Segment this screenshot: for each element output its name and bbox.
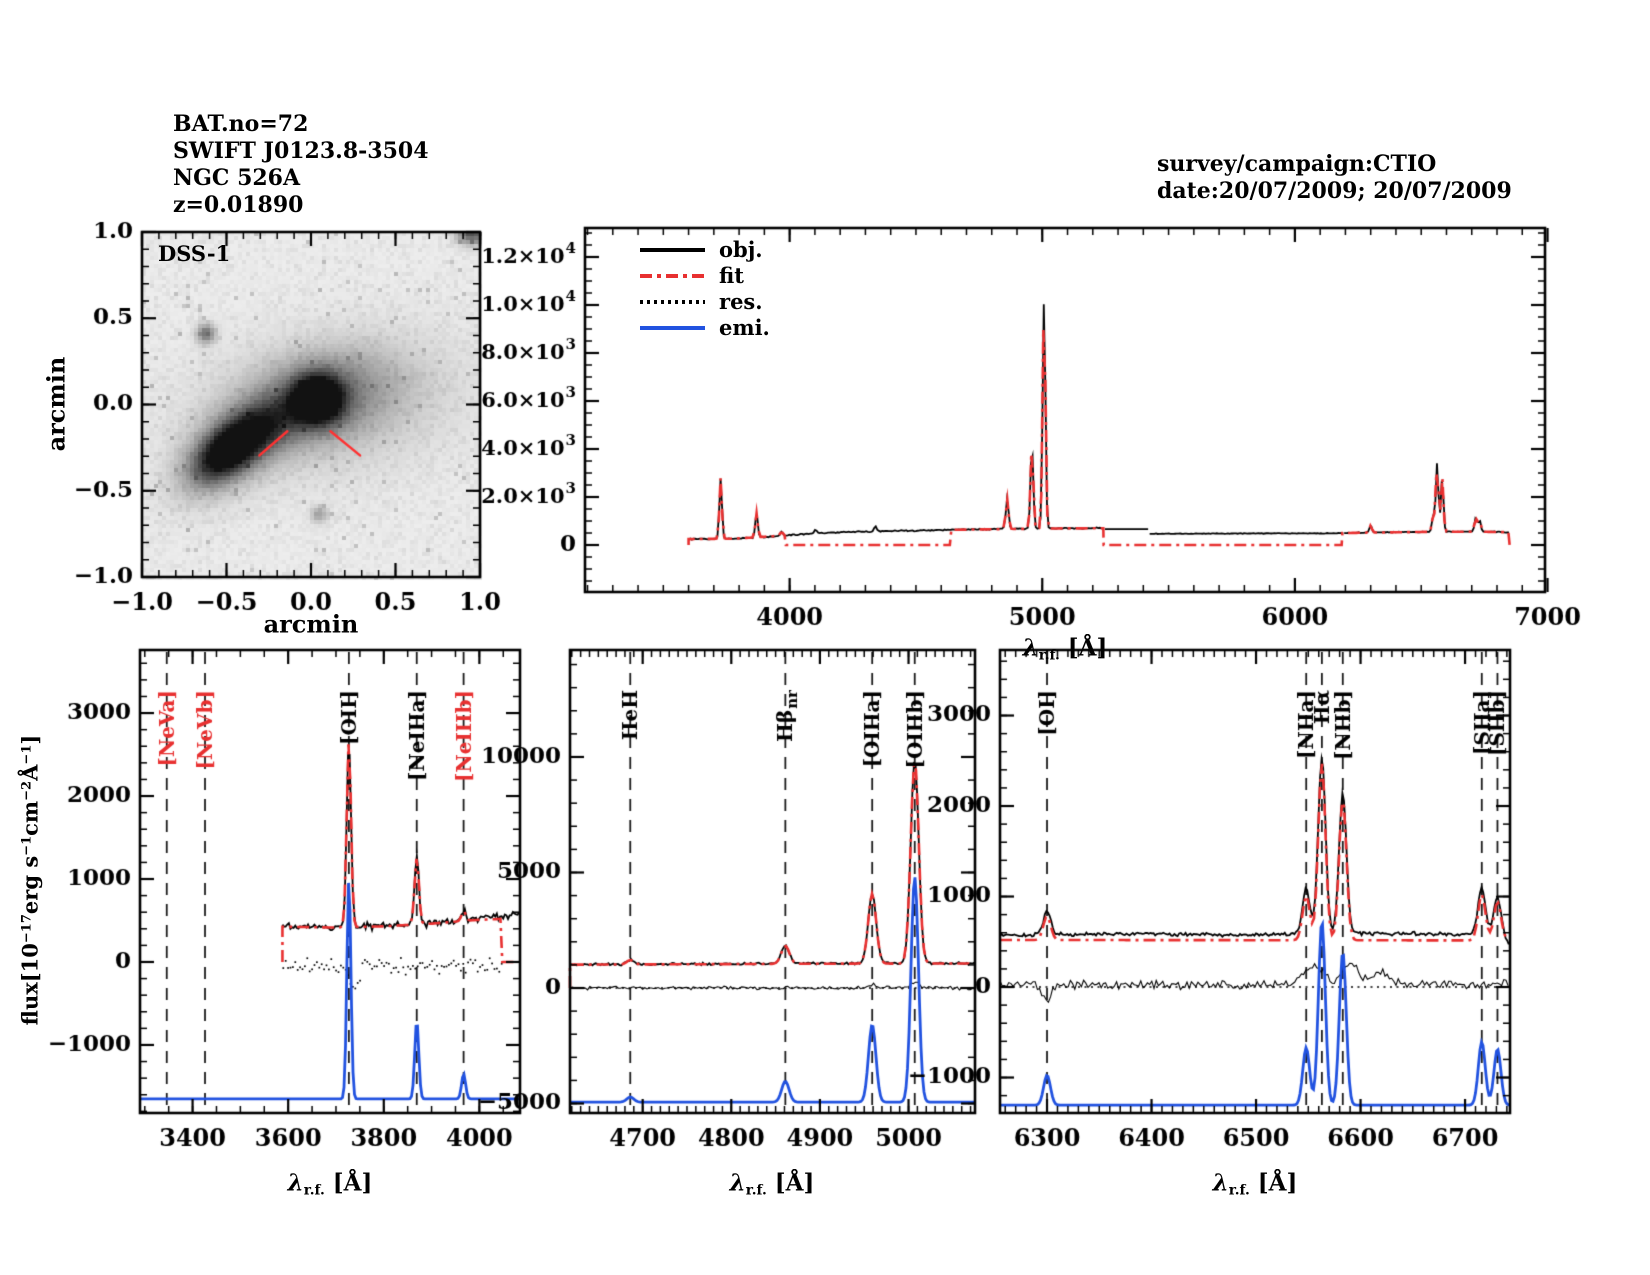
survey-info-block: survey/campaign:CTIO date:20/07/2009; 20… <box>1157 151 1512 205</box>
legend-item-fit: fit <box>640 263 770 289</box>
flux-axis-label: flux[10−17erg s−1cm−2Å−1] <box>17 734 43 1026</box>
legend: obj. fit res. emi. <box>640 237 770 341</box>
dss-image-label: DSS-1 <box>158 241 231 266</box>
survey-campaign: survey/campaign:CTIO <box>1157 151 1437 177</box>
legend-item-obj: obj. <box>640 237 770 263</box>
legend-label-emi: emi. <box>719 315 770 340</box>
legend-item-res: res. <box>640 289 770 315</box>
res-line-sample <box>640 300 705 304</box>
dss-yaxis-label: arcmin <box>41 356 71 452</box>
legend-label-fit: fit <box>719 263 744 288</box>
target-info-block: BAT.no=72 SWIFT J0123.8-3504 NGC 526A z=… <box>173 111 429 219</box>
dss-xaxis-label: arcmin <box>263 609 359 639</box>
bat-number: BAT.no=72 <box>173 111 309 137</box>
xaxis-label-overview: λr.f. [Å] <box>1022 634 1108 664</box>
legend-item-emi: emi. <box>640 315 770 341</box>
obj-line-sample <box>640 248 705 252</box>
xaxis-label-region-red: λr.f. [Å] <box>1212 1169 1298 1199</box>
object-name: NGC 526A <box>173 165 301 191</box>
legend-label-res: res. <box>719 289 763 314</box>
xaxis-label-region-green: λr.f. [Å] <box>729 1169 815 1199</box>
redshift: z=0.01890 <box>173 192 304 218</box>
legend-label-obj: obj. <box>719 237 763 262</box>
observation-date: date:20/07/2009; 20/07/2009 <box>1157 178 1512 204</box>
swift-id: SWIFT J0123.8-3504 <box>173 138 429 164</box>
fit-line-sample <box>640 274 705 278</box>
xaxis-label-region-blue: λr.f. [Å] <box>287 1169 373 1199</box>
emi-line-sample <box>640 326 705 330</box>
